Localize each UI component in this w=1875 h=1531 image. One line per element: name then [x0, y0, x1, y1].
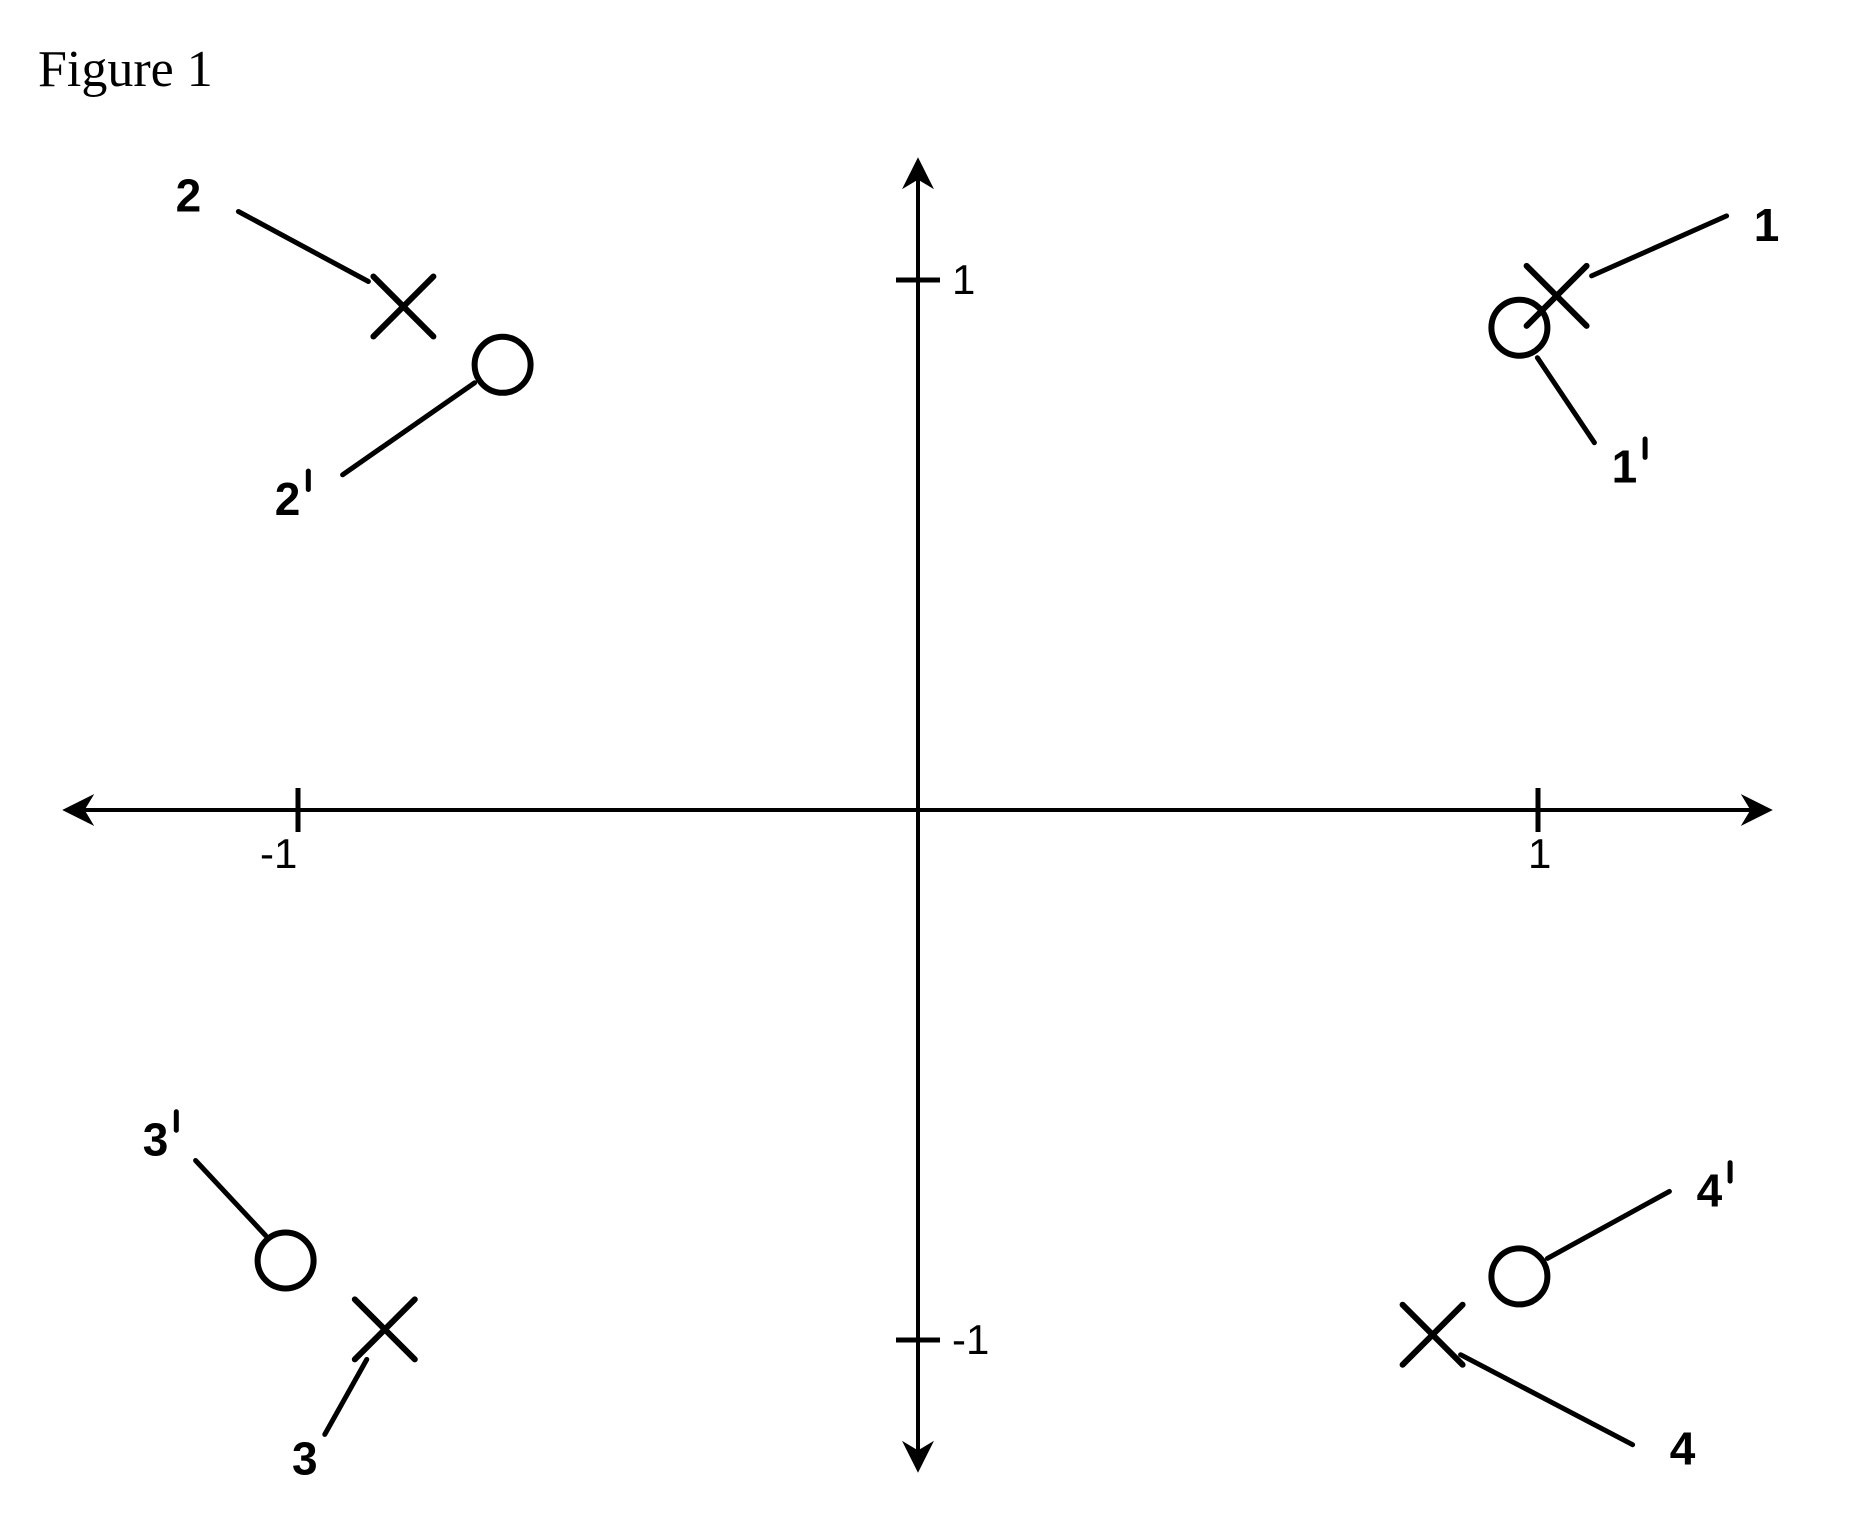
zero-marker-p1_o: [1491, 300, 1547, 356]
leader-line-p3_x: [325, 1359, 367, 1434]
point-label-p1_x: 1: [1754, 199, 1780, 251]
leader-line-p4_x: [1461, 1355, 1633, 1445]
point-label-p2_o: 2: [275, 473, 301, 525]
markers-layer: 1 1 2 2 3 3 4 4: [143, 170, 1780, 1485]
zero-marker-p3_o: [258, 1233, 314, 1289]
x-tick-label: 1: [1528, 830, 1551, 877]
zero-marker-p2_o: [475, 337, 531, 393]
point-label-p3_x: 3: [292, 1432, 318, 1484]
point-label-p1_o: 1: [1612, 441, 1638, 493]
leader-line-p1_o: [1537, 358, 1594, 443]
leader-line-p3_o: [196, 1161, 266, 1236]
point-label-p3_o: 3: [143, 1114, 169, 1166]
point-label-p4_o: 4: [1697, 1164, 1723, 1216]
point-label-p2_x: 2: [176, 170, 202, 222]
leader-line-p4_o: [1547, 1191, 1669, 1258]
y-tick-label: -1: [952, 1316, 989, 1363]
x-tick-label: -1: [260, 830, 297, 877]
y-tick-label: 1: [952, 256, 975, 303]
pole-zero-plot: -1 1 1 -1 1 1 2 2 3 3 4 4: [0, 0, 1875, 1531]
leader-line-p2_o: [343, 383, 475, 475]
leader-line-p2_x: [238, 212, 368, 282]
leader-line-p1_x: [1592, 216, 1727, 276]
figure-container: { "figure": { "title": "Figure 1", "titl…: [0, 0, 1875, 1531]
zero-marker-p4_o: [1491, 1248, 1547, 1304]
point-label-p4_x: 4: [1670, 1423, 1696, 1475]
